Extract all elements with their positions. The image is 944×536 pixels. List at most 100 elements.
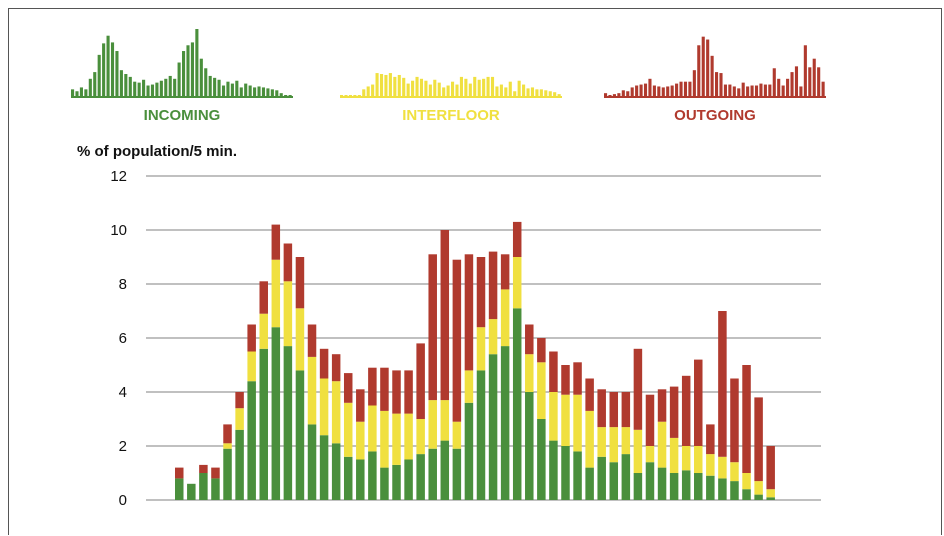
y-tick-label: 6 <box>119 330 127 347</box>
legend-spark-bar <box>732 86 736 97</box>
bar-interfloor-38 <box>633 429 643 473</box>
bar-incoming-27 <box>500 346 510 500</box>
bar-interfloor-41 <box>669 437 679 473</box>
legend-spark-bar <box>648 78 652 97</box>
bar-incoming-30 <box>537 419 546 500</box>
bar-interfloor-14 <box>343 402 353 457</box>
bar-outgoing-7 <box>259 281 268 314</box>
bar-interfloor-26 <box>488 319 498 355</box>
y-tick-label: 8 <box>119 276 127 293</box>
legend-spark-bar <box>71 89 75 97</box>
bar-interfloor-33 <box>573 394 582 452</box>
legend-spark-bar <box>612 94 616 97</box>
legend-spark-bar <box>261 87 266 97</box>
bar-outgoing-10 <box>295 257 305 309</box>
legend-spark-bar <box>737 88 741 97</box>
legend-spark-bar <box>415 76 419 97</box>
legend-spark-bar <box>388 73 392 97</box>
bar-incoming-28 <box>512 308 522 500</box>
legend-spark-bar <box>275 90 279 97</box>
legend-spark-bar <box>530 87 535 97</box>
legend-spark-bar <box>353 95 357 97</box>
bar-incoming-41 <box>669 473 679 500</box>
y-tick-label: 2 <box>119 438 127 455</box>
legend-spark-bar <box>604 93 608 97</box>
legend-spark-bar <box>393 76 397 97</box>
legend-spark-bar <box>670 85 674 97</box>
bar-interfloor-30 <box>537 362 546 419</box>
legend-spark-bar <box>284 95 288 97</box>
legend-spark-bar <box>697 45 701 97</box>
bar-interfloor-7 <box>259 313 268 349</box>
legend-item-incoming: INCOMING <box>71 29 293 124</box>
bar-interfloor-11 <box>307 356 317 425</box>
legend-spark-bar <box>266 88 270 97</box>
legend-spark-bar <box>468 83 472 97</box>
bar-incoming-29 <box>525 392 534 500</box>
legend-spark-bar <box>746 86 750 97</box>
legend-spark-bar <box>643 83 648 97</box>
legend-spark-bar <box>522 84 526 97</box>
bar-outgoing-21 <box>428 254 437 401</box>
bar-outgoing-20 <box>416 343 425 419</box>
bar-incoming-8 <box>271 327 281 500</box>
bar-incoming-2 <box>199 473 208 500</box>
bar-outgoing-4 <box>223 424 232 444</box>
legend-spark-bar <box>428 84 432 97</box>
bar-incoming-6 <box>247 381 256 500</box>
bar-incoming-26 <box>488 354 498 500</box>
bar-incoming-31 <box>549 440 558 500</box>
legend-spark-bar <box>812 58 816 97</box>
bar-outgoing-43 <box>694 359 703 446</box>
y-axis-ticks: 0 2 4 6 8 10 12 <box>110 168 127 509</box>
bar-outgoing-48 <box>754 397 763 482</box>
legend-spark-bar <box>548 91 552 97</box>
bar-incoming-33 <box>573 451 582 500</box>
bar-incoming-19 <box>404 459 413 500</box>
bar-outgoing-3 <box>211 467 220 479</box>
bar-outgoing-45 <box>718 311 727 457</box>
legend-spark-bar <box>402 77 406 97</box>
legend-spark-bar <box>608 95 612 97</box>
legend-spark-bar <box>235 80 239 97</box>
bar-interfloor-37 <box>621 427 631 455</box>
legend-spark-bar <box>679 81 683 97</box>
legend-spark-bar <box>544 90 548 97</box>
legend-spark-bar <box>384 74 388 97</box>
legend-spark-bar <box>621 90 625 97</box>
legend-spark-bar <box>652 85 656 97</box>
bar-incoming-4 <box>223 448 232 500</box>
bar-incoming-12 <box>319 435 329 500</box>
bar-incoming-38 <box>633 473 643 500</box>
legend-spark-bar <box>683 81 688 97</box>
bar-incoming-34 <box>585 467 594 500</box>
legend-spark-bar <box>517 80 521 97</box>
bar-interfloor-40 <box>657 421 667 468</box>
legend-item-outgoing: OUTGOING <box>604 36 826 124</box>
legend-spark-bar <box>504 87 508 97</box>
bar-interfloor-28 <box>512 257 522 309</box>
legend-spark-bar <box>102 43 106 97</box>
legend-spark-bar <box>639 84 643 97</box>
legend-spark-bar <box>97 54 101 97</box>
legend-spark-bar <box>557 94 561 97</box>
legend-spark-bar <box>710 55 714 97</box>
bar-incoming-13 <box>331 443 341 500</box>
bar-outgoing-35 <box>597 389 606 428</box>
legend-spark-bar <box>486 76 490 97</box>
legend-spark-bar <box>177 62 181 97</box>
bar-incoming-1 <box>187 483 196 500</box>
legend-spark-bar <box>630 87 634 97</box>
legend-spark-bar <box>808 67 812 97</box>
bar-interfloor-32 <box>561 394 570 446</box>
chart-canvas: INCOMING INTERFLOOR OUTGOING % of populati… <box>71 29 826 509</box>
legend-spark-bar <box>635 85 639 97</box>
legend-spark-bar <box>244 83 248 97</box>
bar-interfloor-44 <box>706 454 715 476</box>
legend-spark-bar <box>371 84 375 97</box>
bar-incoming-11 <box>307 424 317 500</box>
bar-outgoing-2 <box>199 464 208 473</box>
bar-incoming-44 <box>706 475 715 500</box>
bar-interfloor-21 <box>428 400 437 449</box>
legend-spark-bar <box>279 93 283 97</box>
